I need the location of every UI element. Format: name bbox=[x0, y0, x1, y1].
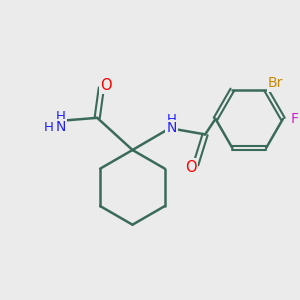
Text: H: H bbox=[167, 113, 176, 126]
Text: H: H bbox=[56, 110, 66, 123]
Text: F: F bbox=[290, 112, 298, 126]
Text: H: H bbox=[44, 121, 53, 134]
Text: O: O bbox=[185, 160, 197, 175]
Text: N: N bbox=[56, 120, 66, 134]
Text: Br: Br bbox=[268, 76, 283, 90]
Text: N: N bbox=[166, 121, 177, 135]
Text: O: O bbox=[100, 78, 111, 93]
